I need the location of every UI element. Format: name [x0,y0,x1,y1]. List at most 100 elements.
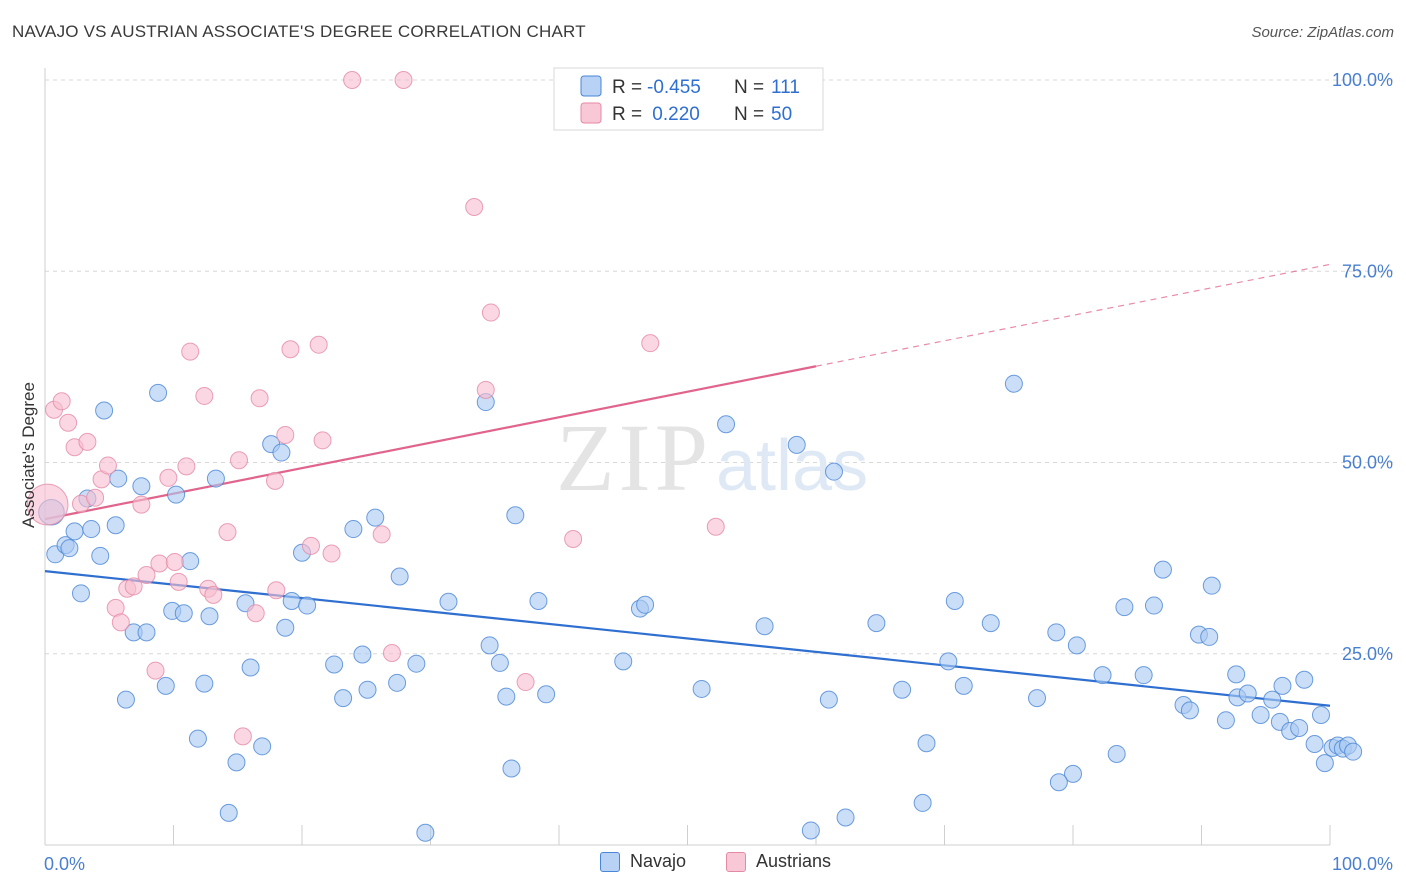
watermark-zip: ZIP [556,404,712,511]
navajo-point [1067,636,1086,655]
navajo-point [913,793,932,812]
austrians-point [124,577,143,596]
navajo-point [91,546,110,565]
austrians-point [313,431,332,450]
austrians-point [301,536,320,555]
austrians-point [78,432,97,451]
navajo-point [416,823,435,842]
navajo-point [325,655,344,674]
navajo-point [1312,705,1331,724]
austrians-point [372,525,391,544]
y-axis-title: Associate's Degree [19,382,38,528]
navajo-point [1227,665,1246,684]
austrians-point [281,340,300,359]
y-tick-label: 25.0% [1342,644,1393,664]
navajo-point [137,623,156,642]
austrians-point [233,727,252,746]
navajo-point [65,522,84,541]
chart-source: Source: ZipAtlas.com [1251,24,1394,41]
navajo-point [917,734,936,753]
navajo-point [537,685,556,704]
legend-swatch-navajo [580,75,602,97]
navajo-point [95,401,114,420]
navajo-point [1238,684,1257,703]
austrians-point [382,643,401,662]
austrians-point [230,451,249,470]
legend-n-value-0: 111 [771,77,800,98]
austrians-point [476,380,495,399]
navajo-point [344,520,363,539]
navajo-point [407,654,426,673]
axis-layer: 25.0% 50.0% 75.0% 100.0% 0.0% 100.0% [44,68,1393,874]
navajo-point [253,737,272,756]
navajo-point [149,383,168,402]
watermark: ZIP atlas [556,404,868,511]
austrians-point [564,530,583,548]
austrians-point [26,483,69,526]
navajo-point [219,803,238,822]
navajo-point [1064,764,1082,783]
austrians-point [132,495,151,514]
navajo-point [1202,576,1221,595]
navajo-point [200,607,219,626]
x-tick-label: 100.0% [1332,854,1393,874]
navajo-point [490,653,509,672]
austrians-point [465,197,484,216]
navajo-point [1305,735,1324,754]
navajo-point [1115,598,1134,617]
bottom-legend: Navajo Austrians [0,851,1406,879]
navajo-point [71,584,90,603]
y-tick-label: 75.0% [1342,261,1393,281]
navajo-point [1093,666,1112,685]
austrians-point [309,335,328,354]
navajo-point [945,591,964,610]
y-tick-label: 50.0% [1342,453,1393,473]
austrians-trend-projection [815,263,1331,367]
navajo-point [167,485,186,504]
navajo-point [1290,718,1309,737]
navajo-point [282,591,301,610]
legend-item-austrians: Austrians [726,851,831,872]
navajo-point [801,821,820,840]
austrians-point [204,585,223,604]
navajo-point [181,552,200,571]
navajo-point [353,645,372,664]
grid-layer [45,79,1394,655]
austrians-point [481,303,500,322]
navajo-point [1028,689,1047,708]
navajo-point [439,592,458,611]
legend-n-value-1: 50 [771,104,792,125]
austrians-point [169,572,188,591]
navajo-point [156,676,175,695]
navajo-point [60,539,79,558]
chart-title: NAVAJO VS AUSTRIAN ASSOCIATE'S DEGREE CO… [12,22,586,41]
navajo-point [276,618,295,637]
navajo-trend-line [44,570,1331,707]
austrians-point [394,71,413,89]
navajo-point [692,679,711,698]
navajo-point [1049,773,1068,792]
austrians-point [218,523,237,542]
legend-item-navajo: Navajo [600,851,686,872]
navajo-point [787,435,806,454]
stats-legend: R = -0.455 N = 111 R = 0.220 N = 50 [553,67,824,131]
navajo-point [636,595,655,614]
navajo-point [1273,676,1292,695]
legend-label-austrians: Austrians [756,851,832,871]
y-tick-label: 100.0% [1332,70,1393,90]
navajo-swatch [600,851,620,872]
navajo-point [206,469,225,488]
navajo-point [954,676,973,695]
navajo-point [1216,711,1235,730]
navajo-point [1295,670,1314,689]
austrians-point [250,389,269,408]
navajo-point [1263,690,1282,709]
navajo-point [1251,705,1270,724]
navajo-point [390,567,409,586]
navajo-point [614,652,633,671]
navajo-point [106,516,125,535]
navajo-point [188,729,207,748]
navajo-point [334,689,353,708]
navajo-point [893,680,912,699]
